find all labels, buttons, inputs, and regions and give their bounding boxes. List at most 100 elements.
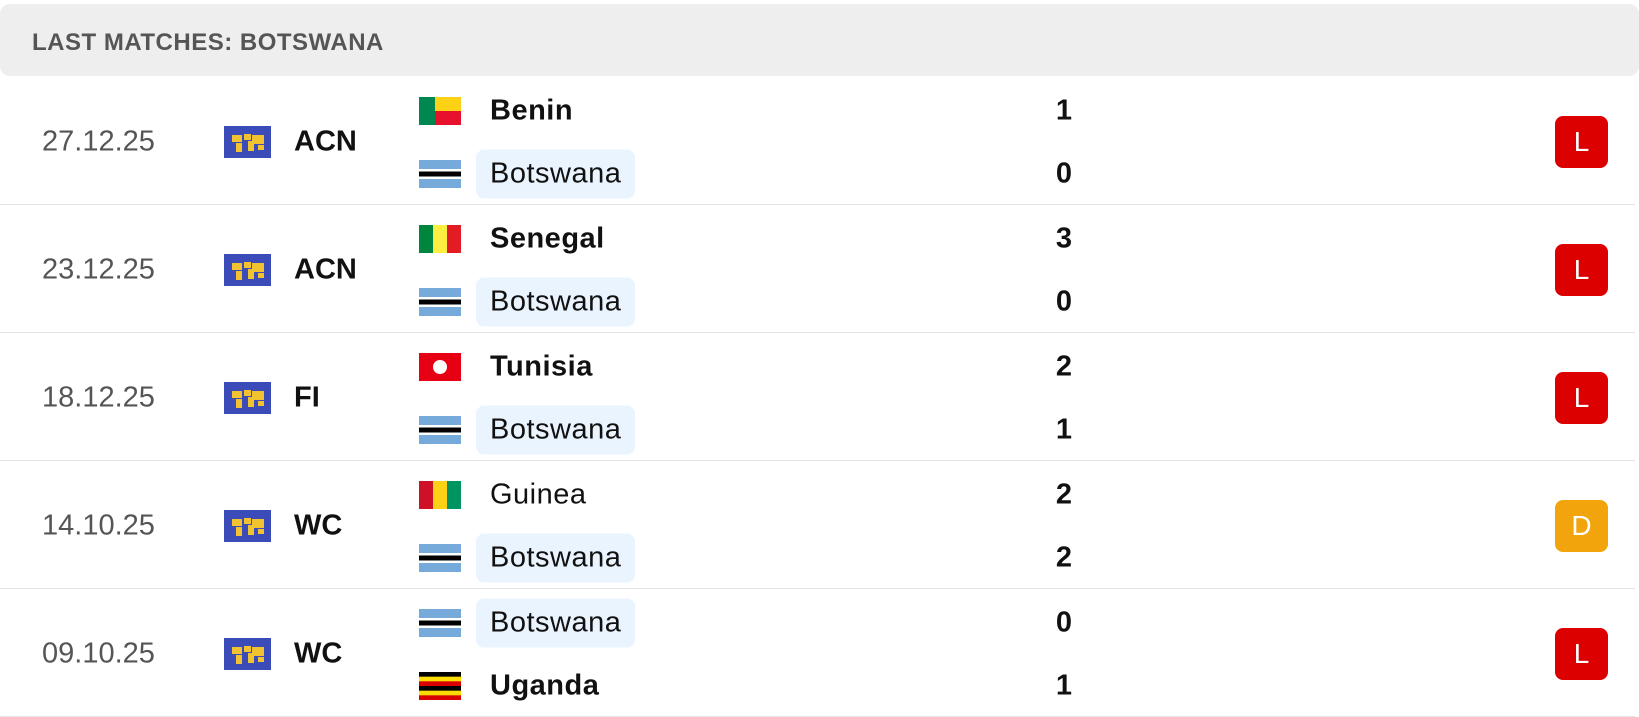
- flag: [419, 288, 461, 316]
- flag-part: [258, 401, 264, 406]
- team-name: Senegal: [490, 222, 605, 255]
- flag-part: [419, 176, 461, 180]
- flag: [419, 609, 461, 637]
- score: 3: [1055, 222, 1073, 255]
- flag: [419, 225, 461, 253]
- header-title: LAST MATCHES: BOTSWANA: [32, 29, 384, 56]
- competition-icon: [224, 382, 271, 414]
- competition: WC: [294, 637, 343, 670]
- flag-part: [419, 481, 434, 509]
- flag-part: [419, 555, 461, 561]
- competition-icon: [224, 638, 271, 670]
- team-name: Guinea: [490, 478, 587, 511]
- match-row: 18.12.25 FI Tunisia 2 Botswana 1 L: [0, 332, 1635, 461]
- competition: ACN: [294, 253, 357, 286]
- flag-part: [419, 686, 461, 691]
- flag-part: [419, 297, 461, 300]
- flag-part: [248, 397, 254, 407]
- flag-part: [232, 519, 242, 526]
- competition: WC: [294, 509, 343, 542]
- competition-icon: [224, 126, 271, 158]
- flag-part: [419, 676, 461, 682]
- flag-part: [258, 657, 264, 662]
- match-date: 14.10.25: [42, 509, 155, 542]
- header: LAST MATCHES: BOTSWANA: [0, 4, 1639, 76]
- result-badge: L: [1555, 628, 1608, 680]
- match-row: 09.10.25 WC Botswana 0 Uganda 1 L: [0, 588, 1635, 717]
- flag-part: [248, 525, 254, 535]
- score: 1: [1055, 669, 1073, 702]
- result-badge: L: [1555, 244, 1608, 296]
- match-row: 14.10.25 WC Guinea 2 Botswana 2 D: [0, 460, 1635, 589]
- match-date: 09.10.25: [42, 637, 155, 670]
- flag-part: [419, 97, 435, 125]
- flag-part: [258, 145, 264, 150]
- flag-part: [419, 560, 461, 564]
- flag-part: [236, 271, 242, 280]
- score: 2: [1055, 478, 1073, 511]
- flag-part: [244, 646, 251, 652]
- flag-part: [244, 134, 251, 140]
- flag-part: [248, 269, 254, 279]
- flag-part: [447, 481, 461, 509]
- competition-icon: [224, 510, 271, 542]
- flag-part: [248, 141, 254, 151]
- flag-part: [419, 416, 461, 426]
- flag-part: [419, 299, 461, 305]
- flag-part: [419, 432, 461, 436]
- flag-part: [419, 171, 461, 177]
- team-name: Botswana: [476, 149, 636, 199]
- flag-part: [433, 360, 447, 374]
- flag-part: [232, 135, 242, 142]
- team-name: Botswana: [476, 277, 636, 327]
- flag-part: [419, 169, 461, 172]
- flag-part: [252, 391, 264, 400]
- flag-part: [419, 307, 461, 316]
- flag-part: [419, 628, 461, 637]
- team-name: Botswana: [476, 533, 636, 583]
- flag-part: [236, 655, 242, 664]
- flag-part: [232, 647, 242, 654]
- competition-icon: [224, 254, 271, 286]
- flag-part: [419, 620, 461, 626]
- flag-part: [252, 647, 264, 656]
- match-row: 23.12.25 ACN Senegal 3 Botswana 0 L: [0, 204, 1635, 333]
- flag-part: [419, 609, 461, 619]
- flag-part: [252, 519, 264, 528]
- flag-part: [433, 481, 448, 509]
- flag-part: [419, 304, 461, 308]
- flag: [419, 416, 461, 444]
- score: 2: [1055, 541, 1073, 574]
- flag-part: [419, 435, 461, 444]
- flag-part: [248, 653, 254, 663]
- flag-part: [419, 544, 461, 554]
- flag-part: [419, 625, 461, 629]
- match-row: 27.12.25 ACN Benin 1 Botswana 0 L: [0, 76, 1635, 205]
- score: 1: [1055, 413, 1073, 446]
- flag: [419, 672, 461, 700]
- flag-part: [419, 618, 461, 621]
- team-name: Botswana: [476, 405, 636, 455]
- flag-part: [419, 695, 461, 700]
- match-date: 23.12.25: [42, 253, 155, 286]
- flag-part: [258, 529, 264, 534]
- flag-part: [236, 527, 242, 536]
- result-badge: L: [1555, 116, 1608, 168]
- flag-part: [236, 143, 242, 152]
- flag-part: [435, 111, 461, 125]
- flag: [419, 353, 461, 381]
- team-name: Benin: [490, 94, 574, 127]
- flag-part: [419, 672, 461, 677]
- flag-part: [244, 390, 251, 396]
- flag: [419, 97, 461, 125]
- flag: [419, 544, 461, 572]
- flag-part: [232, 263, 242, 270]
- team-name: Tunisia: [490, 350, 593, 383]
- score: 0: [1055, 285, 1073, 318]
- score: 0: [1055, 157, 1073, 190]
- flag-part: [447, 225, 461, 253]
- flag-part: [244, 262, 251, 268]
- team-name: Uganda: [490, 669, 600, 702]
- match-date: 27.12.25: [42, 125, 155, 158]
